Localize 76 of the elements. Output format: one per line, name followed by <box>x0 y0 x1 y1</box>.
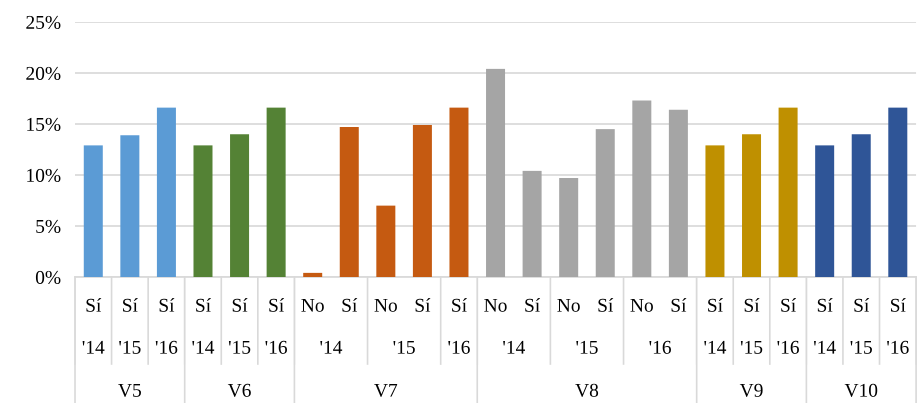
text: '16 <box>777 340 799 354</box>
x-tick-label: Sí <box>672 298 686 312</box>
text: V7 <box>374 384 398 397</box>
x-tick-label: Sí <box>781 298 796 312</box>
bar <box>852 134 871 277</box>
y-tick-label: 15% <box>27 118 60 131</box>
text: '14 <box>814 340 836 354</box>
x-tick-label: Sí <box>342 298 358 312</box>
text: '15 <box>850 340 872 354</box>
text: '14 <box>704 340 726 354</box>
x-tick-label: Sí <box>232 298 248 312</box>
bar <box>705 145 724 277</box>
text: '16 <box>887 340 909 354</box>
bar <box>303 272 322 277</box>
x-tick-label: Sí <box>854 298 870 312</box>
bar <box>120 135 140 277</box>
bar <box>376 206 396 277</box>
bar <box>84 145 103 277</box>
bar <box>888 108 908 277</box>
text: V8 <box>575 384 598 397</box>
x-tick-label: No <box>484 298 507 312</box>
x-tick-label: No <box>301 298 324 312</box>
bar <box>486 68 506 277</box>
text: V6 <box>228 384 251 397</box>
text: '16 <box>265 340 288 354</box>
x-tick-label: Sí <box>708 298 723 312</box>
y-tick-label: 10% <box>27 168 60 182</box>
text: V5 <box>118 384 141 397</box>
bar <box>596 129 615 277</box>
bar <box>449 108 468 277</box>
text: V9 <box>740 384 763 397</box>
text: '15 <box>119 340 141 354</box>
x-tick-label: Sí <box>196 298 211 312</box>
text: '15 <box>393 340 415 354</box>
bar <box>230 134 250 277</box>
text: '15 <box>228 340 250 354</box>
text: '14 <box>320 340 342 354</box>
bar <box>522 170 542 277</box>
x-tick-label: Sí <box>525 298 540 312</box>
text: '15 <box>576 340 598 354</box>
text: '16 <box>448 340 470 354</box>
x-tick-label: Sí <box>452 298 467 312</box>
y-tick-label: 20% <box>26 66 60 80</box>
x-tick-label: No <box>374 298 397 312</box>
text: '16 <box>649 340 671 354</box>
x-tick-label: Sí <box>598 298 614 312</box>
x-tick-label: Sí <box>269 298 284 312</box>
bar <box>815 145 834 277</box>
text: '15 <box>740 340 762 354</box>
x-tick-label: Sí <box>160 298 174 312</box>
text: V10 <box>844 384 878 397</box>
y-tick-label: 5% <box>36 220 60 233</box>
x-tick-label: No <box>630 298 653 312</box>
x-tick-label: Sí <box>818 298 833 312</box>
x-tick-label: Sí <box>416 298 430 312</box>
x-tick-label: Sí <box>123 298 138 312</box>
bar <box>156 108 176 277</box>
bar <box>559 178 578 277</box>
y-tick-label: 25% <box>26 16 60 29</box>
x-tick-label: Sí <box>744 298 760 312</box>
bar <box>193 145 212 277</box>
bar <box>340 127 359 277</box>
bar <box>412 125 432 277</box>
text: '14 <box>82 340 104 354</box>
bar <box>632 100 652 277</box>
bar <box>778 108 798 277</box>
text: '14 <box>503 340 525 354</box>
bar <box>742 134 762 277</box>
text: '14 <box>192 340 214 354</box>
x-tick-label: No <box>557 298 580 312</box>
bar <box>266 108 286 277</box>
x-tick-label: Sí <box>890 298 906 312</box>
bar <box>668 110 688 277</box>
y-tick-label: 0% <box>36 270 60 284</box>
text: '16 <box>156 340 178 354</box>
x-tick-label: Sí <box>86 298 102 312</box>
